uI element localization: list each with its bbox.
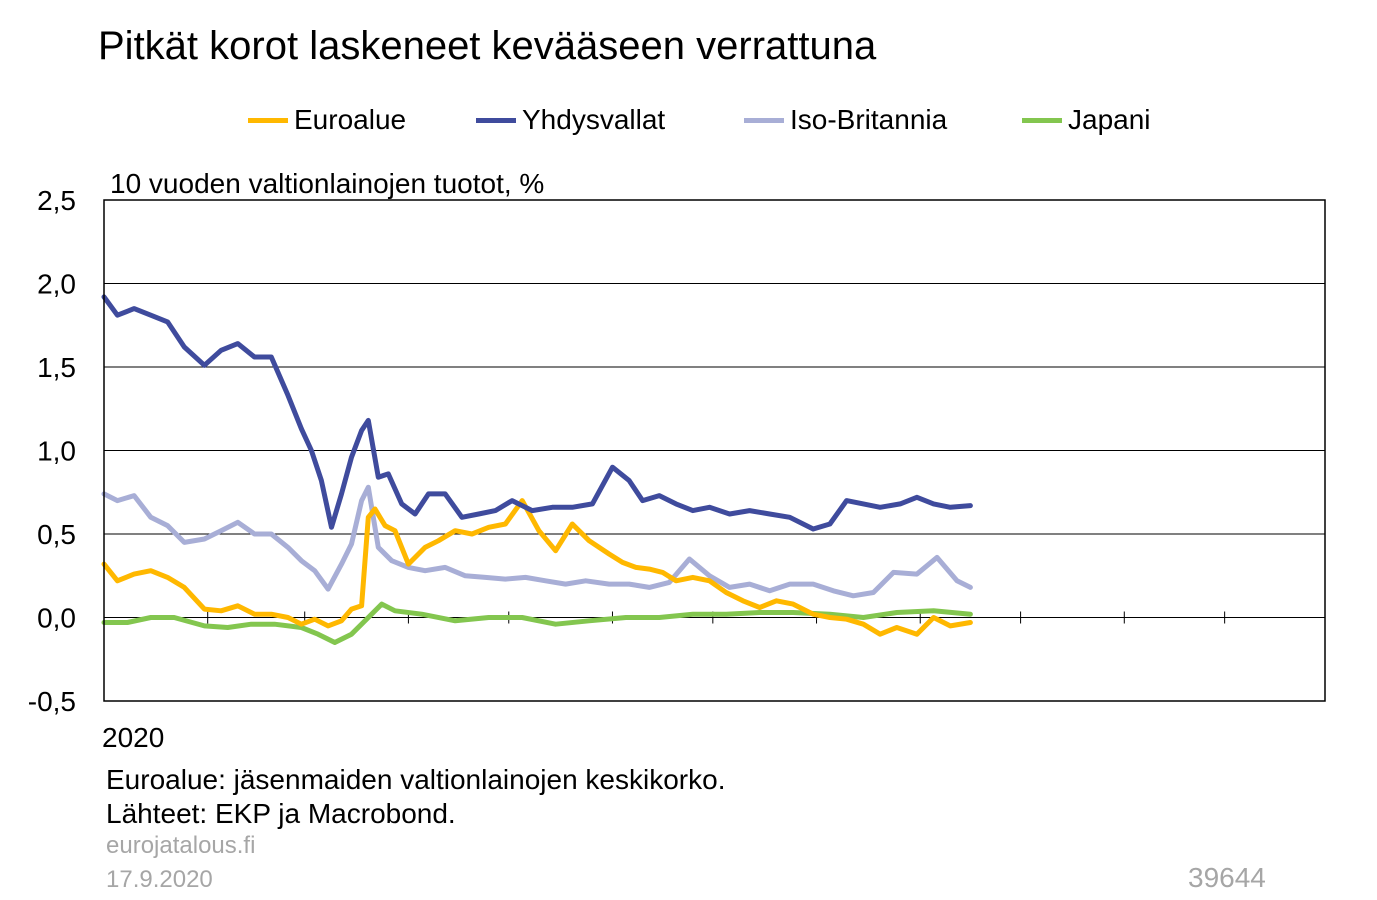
series-line-euroalue: [101, 498, 973, 637]
legend-label-yhdysvallat: Yhdysvallat: [522, 104, 666, 135]
legend-swatch-japani: [1022, 117, 1062, 123]
series-lines: [101, 294, 973, 645]
site-name: eurojatalous.fi: [106, 832, 256, 859]
series-line-yhdysvallat: [101, 294, 973, 532]
legend-swatch-iso-britannia: [744, 117, 784, 123]
legend-label-japani: Japani: [1068, 104, 1151, 135]
publish-date: 17.9.2020: [106, 866, 213, 893]
gridlines: [104, 283, 1325, 618]
legend-item-iso-britannia: Iso-Britannia: [744, 100, 947, 140]
legend-swatch-yhdysvallat: [476, 117, 516, 123]
y-tick-label: 2,0: [37, 269, 76, 300]
x-axis-year-label: 2020: [102, 722, 165, 753]
y-tick-label: 0,5: [37, 519, 76, 550]
y-tick-label: 1,5: [37, 352, 76, 383]
legend-swatch-euroalue: [248, 117, 288, 123]
y-tick-label: -0,5: [28, 686, 76, 717]
y-tick-label: 1,0: [37, 436, 76, 467]
legend-label-iso-britannia: Iso-Britannia: [790, 104, 948, 135]
y-tick-label: 0,0: [37, 603, 76, 634]
footnote-euroalue: Euroalue: jäsenmaiden valtionlainojen ke…: [106, 764, 726, 795]
series-line-japani: [101, 601, 973, 645]
legend-label-euroalue: Euroalue: [294, 104, 407, 135]
legend-item-euroalue: Euroalue: [248, 100, 406, 140]
legend: Euroalue Yhdysvallat Iso-Britannia Japan…: [0, 100, 1377, 140]
y-tick-labels: -0,5 0,0 0,5 1,0 1,5 2,0 2,5: [28, 185, 76, 717]
y-axis-unit-label: 10 vuoden valtionlainojen tuotot, %: [110, 168, 545, 199]
series-line-iso-britannia: [101, 484, 973, 599]
y-tick-label: 2,5: [37, 185, 76, 216]
chart-code: 39644: [1188, 862, 1266, 893]
footnote-sources: Lähteet: EKP ja Macrobond.: [106, 798, 456, 829]
legend-item-japani: Japani: [1022, 100, 1151, 140]
legend-item-yhdysvallat: Yhdysvallat: [476, 100, 665, 140]
chart-title: Pitkät korot laskeneet kevääseen verratt…: [98, 24, 877, 68]
plot-frame: [103, 199, 1326, 702]
